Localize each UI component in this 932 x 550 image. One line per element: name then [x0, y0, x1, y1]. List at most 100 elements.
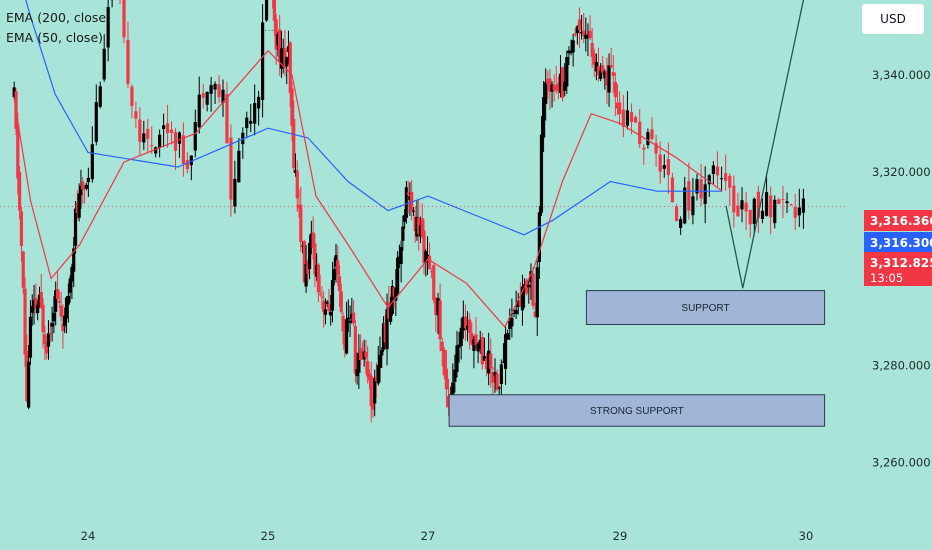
projection-path [725, 0, 805, 289]
candle [413, 206, 417, 243]
candle-body [520, 286, 525, 311]
candle-body [438, 300, 442, 340]
candle-body [193, 121, 197, 151]
candle [59, 291, 63, 322]
more-dots-icon[interactable]: ··· [264, 25, 274, 36]
candle-body [217, 84, 221, 98]
zone-label: SUPPORT [681, 303, 729, 314]
candle-body [142, 133, 146, 143]
candle-body [397, 256, 401, 259]
candle-body [430, 271, 434, 273]
candle [205, 91, 209, 112]
candle [330, 261, 335, 323]
candle [654, 134, 658, 167]
candle [79, 169, 83, 209]
candle [355, 352, 359, 385]
candle-body [274, 19, 278, 50]
candle [27, 344, 31, 410]
candle-body [86, 177, 90, 183]
candle [580, 14, 584, 40]
candle-body [134, 111, 138, 119]
candle [459, 318, 463, 360]
candle [618, 91, 622, 126]
candle [401, 215, 405, 251]
candle-body [533, 311, 537, 317]
candle [334, 243, 338, 283]
candle [237, 137, 241, 183]
candle-body [569, 52, 573, 54]
currency-button[interactable]: USD [862, 4, 924, 34]
candle [434, 297, 438, 332]
candle-body [484, 358, 489, 370]
candle [189, 155, 193, 181]
candle [638, 108, 642, 149]
candle [484, 353, 489, 377]
candle-body [451, 382, 455, 396]
candle-body [225, 94, 229, 144]
candle-body [629, 112, 634, 123]
y-tick-label: 3,280.000 [872, 359, 931, 373]
candle-body [353, 326, 357, 374]
candle-body [699, 179, 703, 199]
candle [584, 17, 588, 52]
candle-body [392, 287, 396, 297]
candle-body [290, 88, 294, 126]
candle-body [359, 348, 363, 361]
candle-body [330, 280, 335, 311]
candle-body [299, 204, 303, 242]
candle-body [39, 291, 43, 308]
candle-body [418, 225, 423, 237]
candle [740, 187, 744, 223]
candle [531, 266, 535, 310]
candle [442, 347, 446, 380]
ema200-legend[interactable]: EMA (200, close) [6, 10, 111, 25]
ema50-legend[interactable]: EMA (50, close) [6, 30, 104, 45]
candle-body [503, 334, 508, 369]
candle [446, 378, 451, 417]
candle [169, 121, 174, 145]
candle [662, 154, 666, 178]
candle-body [740, 200, 744, 210]
candle-body [472, 339, 476, 352]
candle [272, 0, 276, 37]
candle [646, 128, 650, 149]
candle [383, 314, 387, 350]
candle [773, 195, 777, 229]
candle-body [165, 123, 170, 134]
candle-body [683, 187, 687, 224]
candle-body [514, 309, 518, 315]
candle-body [470, 332, 474, 345]
candle-body [366, 361, 370, 377]
candle-body [801, 198, 805, 213]
candle [634, 115, 638, 124]
candle [503, 325, 508, 385]
candle-body [388, 307, 393, 322]
candle [72, 236, 76, 288]
y-tick-label: 3,320.000 [872, 165, 931, 179]
candle-body [658, 154, 662, 172]
candle [468, 313, 472, 350]
candle [295, 160, 299, 213]
candle-body [177, 132, 182, 144]
candle [760, 198, 765, 224]
candle-body [374, 376, 379, 382]
candle [34, 283, 38, 315]
candle-body [16, 124, 20, 179]
candle-body [695, 179, 699, 194]
candle [728, 173, 732, 206]
candle-body [687, 181, 691, 211]
candle [453, 354, 457, 393]
candle [603, 69, 607, 90]
candle [482, 337, 487, 362]
candle-body [607, 65, 611, 93]
candle-body [436, 298, 440, 316]
candle-body [605, 71, 609, 86]
candle [508, 308, 512, 341]
candle-body [381, 323, 386, 350]
candle-body [221, 89, 225, 103]
candle [764, 173, 769, 217]
candle-body [285, 57, 289, 67]
candle-body [309, 233, 313, 248]
